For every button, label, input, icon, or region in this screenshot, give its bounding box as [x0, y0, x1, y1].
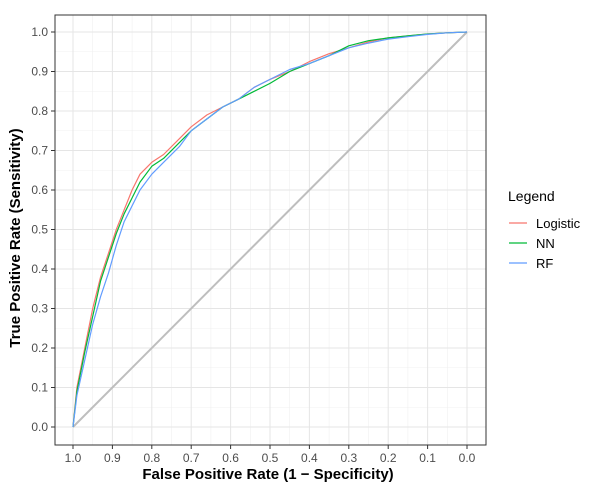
y-tick-label: 0.5 — [31, 223, 48, 237]
legend-title: Legend — [508, 188, 555, 204]
x-tick-label: 0.9 — [104, 451, 121, 465]
legend: Legend Logistic NN RF — [508, 188, 581, 271]
y-tick-label: 1.0 — [31, 25, 48, 39]
reference-diagonal — [72, 31, 468, 428]
y-tick-label: 0.2 — [31, 341, 48, 355]
legend-label-rf: RF — [536, 256, 553, 271]
x-tick-label: 0.5 — [262, 451, 279, 465]
x-tick-label: 1.0 — [65, 451, 82, 465]
x-tick-label: 0.7 — [183, 451, 200, 465]
x-tick-label: 0.0 — [459, 451, 476, 465]
y-tick-label: 0.8 — [31, 104, 48, 118]
y-tick-label: 0.0 — [31, 420, 48, 434]
plot-panel — [54, 14, 487, 446]
y-tick-label: 0.6 — [31, 183, 48, 197]
gridlines — [55, 15, 486, 445]
x-tick-label: 0.2 — [380, 451, 397, 465]
legend-label-nn: NN — [536, 236, 555, 251]
x-axis-title: False Positive Rate (1 − Specificity) — [142, 466, 393, 483]
y-tick-label: 0.4 — [31, 262, 48, 276]
series-lines — [72, 31, 468, 428]
y-tick-label: 0.1 — [31, 381, 48, 395]
series-line-rf — [72, 31, 468, 428]
legend-label-logistic: Logistic — [536, 216, 581, 231]
y-axis-ticks: 0.0 0.1 0.2 0.3 0.4 0.5 0.6 0.7 0.8 0.9 1.0 — [31, 25, 55, 434]
x-tick-label: 0.6 — [222, 451, 239, 465]
y-axis-title: True Positive Rate (Sensitivity) — [7, 128, 24, 347]
reference-line — [72, 31, 468, 428]
series-line-logistic — [72, 31, 468, 428]
x-tick-label: 0.3 — [340, 451, 357, 465]
x-tick-label: 0.1 — [419, 451, 436, 465]
y-tick-label: 0.3 — [31, 302, 48, 316]
y-tick-label: 0.7 — [31, 144, 48, 158]
x-axis-ticks: 1.0 0.9 0.8 0.7 0.6 0.5 0.4 0.3 0.2 0.1 0.0 — [65, 445, 476, 465]
y-tick-label: 0.9 — [31, 65, 48, 79]
x-tick-label: 0.4 — [301, 451, 318, 465]
x-tick-label: 0.8 — [143, 451, 160, 465]
